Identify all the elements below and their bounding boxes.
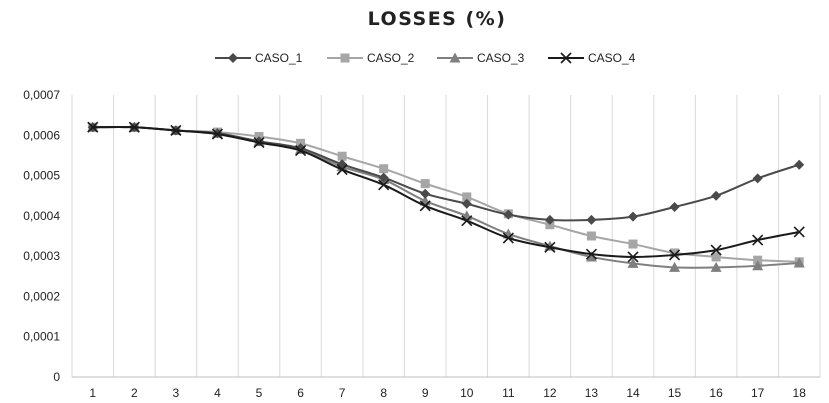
caso-4-point [710,244,722,256]
legend-label: CASO_3 [477,51,525,65]
caso-2-point [670,248,680,258]
caso-2-point [711,252,721,262]
caso-4-point [793,226,805,238]
x-tick-label: 5 [256,386,263,400]
caso-1-point [586,214,597,225]
caso-3-point [669,261,681,272]
caso-2-point [753,255,763,265]
grid [71,95,821,377]
x-tick-label: 3 [173,386,180,400]
caso-1-point [544,214,555,225]
caso-3-point [752,260,764,271]
legend-marker [340,53,350,63]
caso-4-point [253,136,265,149]
caso-1-point [752,173,763,184]
caso-4-point [170,124,182,137]
legend: CASO_1 CASO_2 CASO_3 CASO_4 [215,51,636,65]
x-tick-label: 17 [751,386,765,400]
caso-3-point [585,251,597,262]
legend-marker [560,52,572,64]
x-tick-label: 4 [214,386,221,400]
caso-2-point [420,179,430,189]
caso-1-point [794,159,805,170]
caso-1-point [378,172,389,183]
y-tick-label: 0,0001 [23,330,60,344]
caso-4-point [544,241,556,253]
legend-item-caso-4: CASO_4 [548,51,636,65]
caso-4-point [419,200,431,212]
caso-4-line [92,125,800,258]
caso-4-point [378,179,390,191]
x-tick-label: 16 [709,386,723,400]
caso-2-point [462,192,472,202]
caso-2-point [337,151,347,161]
legend-marker [228,53,238,63]
caso-1-point [461,198,472,209]
x-tick-label: 10 [460,386,474,400]
x-tick-label: 15 [668,386,682,400]
legend-label: CASO_1 [255,51,303,65]
x-tick-label: 18 [793,386,807,400]
x-tick-label: 9 [422,386,429,400]
series-layer [87,121,805,272]
caso-4-point [461,215,473,227]
caso-4-point [752,234,764,246]
x-tick-label: 11 [502,386,515,400]
caso-4-point [336,163,348,176]
caso-2-point [586,231,596,241]
x-tick-label: 14 [626,386,640,400]
legend-item-caso-3: CASO_3 [437,51,525,65]
x-tick-label: 7 [339,386,346,400]
caso-4-point [211,128,224,140]
x-tick-label: 6 [297,386,304,400]
caso-3-point [793,257,805,268]
y-tick-label: 0,0007 [23,88,60,102]
caso-2-point [628,239,638,249]
y-tick-label: 0 [53,370,60,384]
chart-title: LOSSES (%) [368,8,507,30]
caso-4-point [668,249,681,261]
y-tick-label: 0,0004 [23,209,60,223]
series-caso-4 [87,121,805,263]
caso-1-point [669,201,680,212]
caso-4-point [294,145,307,157]
legend-label: CASO_4 [588,51,636,65]
legend-marker [449,52,461,63]
caso-1-point [711,190,722,201]
caso-4-point [87,121,99,133]
legend-label: CASO_2 [367,51,415,65]
x-tick-label: 8 [380,386,387,400]
legend-item-caso-1: CASO_1 [215,51,303,65]
caso-4-point [502,232,514,244]
caso-3-point [710,261,722,272]
caso-1-point [503,209,514,220]
caso-1-point [628,211,638,222]
axes: 1 2 3 4 5 6 7 8 9 10 11 12 13 14 15 16 17 1800,00010,0002… [23,88,820,400]
caso-4-point [627,251,639,263]
y-tick-label: 0,0006 [23,128,60,142]
x-tick-label: 12 [543,386,557,400]
y-tick-label: 0,0003 [23,249,60,263]
x-tick-label: 1 [89,386,96,400]
caso-4-point [128,121,140,133]
x-tick-label: 13 [585,386,599,400]
x-tick-label: 2 [131,386,138,400]
caso-4-point [585,248,598,260]
caso-1-point [420,188,431,199]
legend-item-caso-2: CASO_2 [327,51,415,65]
y-tick-label: 0,0002 [23,289,60,303]
caso-2-point [379,164,389,174]
y-tick-label: 0,0005 [23,169,60,183]
caso-3-point [627,257,639,268]
